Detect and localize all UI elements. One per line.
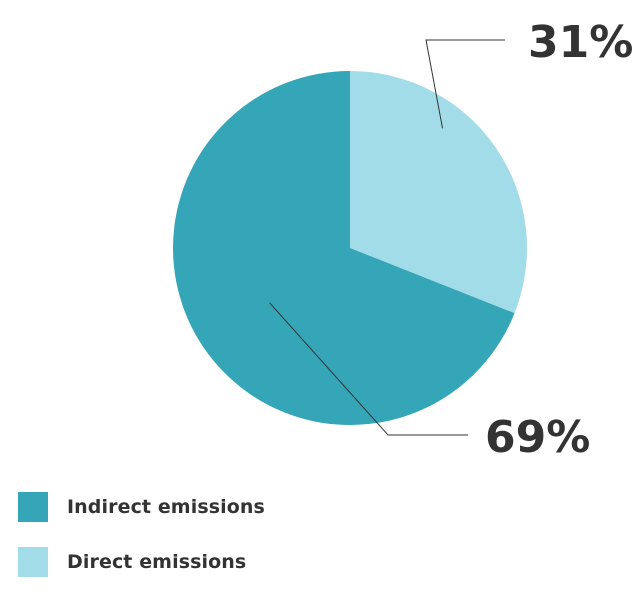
- legend: Indirect emissions Direct emissions: [18, 492, 265, 602]
- pie-slice-direct-emissions: [350, 71, 527, 314]
- pie-slices: [173, 71, 527, 425]
- slice-labels: 31% 69%: [485, 17, 633, 463]
- legend-item-indirect-emissions: Indirect emissions: [18, 492, 265, 522]
- legend-item-direct-emissions: Direct emissions: [18, 547, 265, 577]
- legend-label-direct-emissions: Direct emissions: [67, 551, 247, 573]
- legend-swatch-direct-emissions: [18, 547, 48, 577]
- leader-line-indirect-emissions: [269, 302, 468, 436]
- leader-lines: [269, 39, 505, 436]
- legend-label-indirect-emissions: Indirect emissions: [67, 496, 265, 518]
- slice-label-direct-emissions: 31%: [528, 17, 633, 68]
- pie-slice-indirect-emissions: [173, 71, 515, 425]
- pie-chart: 31% 69%: [173, 17, 633, 463]
- leader-line-direct-emissions: [425, 39, 505, 129]
- slice-label-indirect-emissions: 69%: [485, 412, 590, 463]
- legend-swatch-indirect-emissions: [18, 492, 48, 522]
